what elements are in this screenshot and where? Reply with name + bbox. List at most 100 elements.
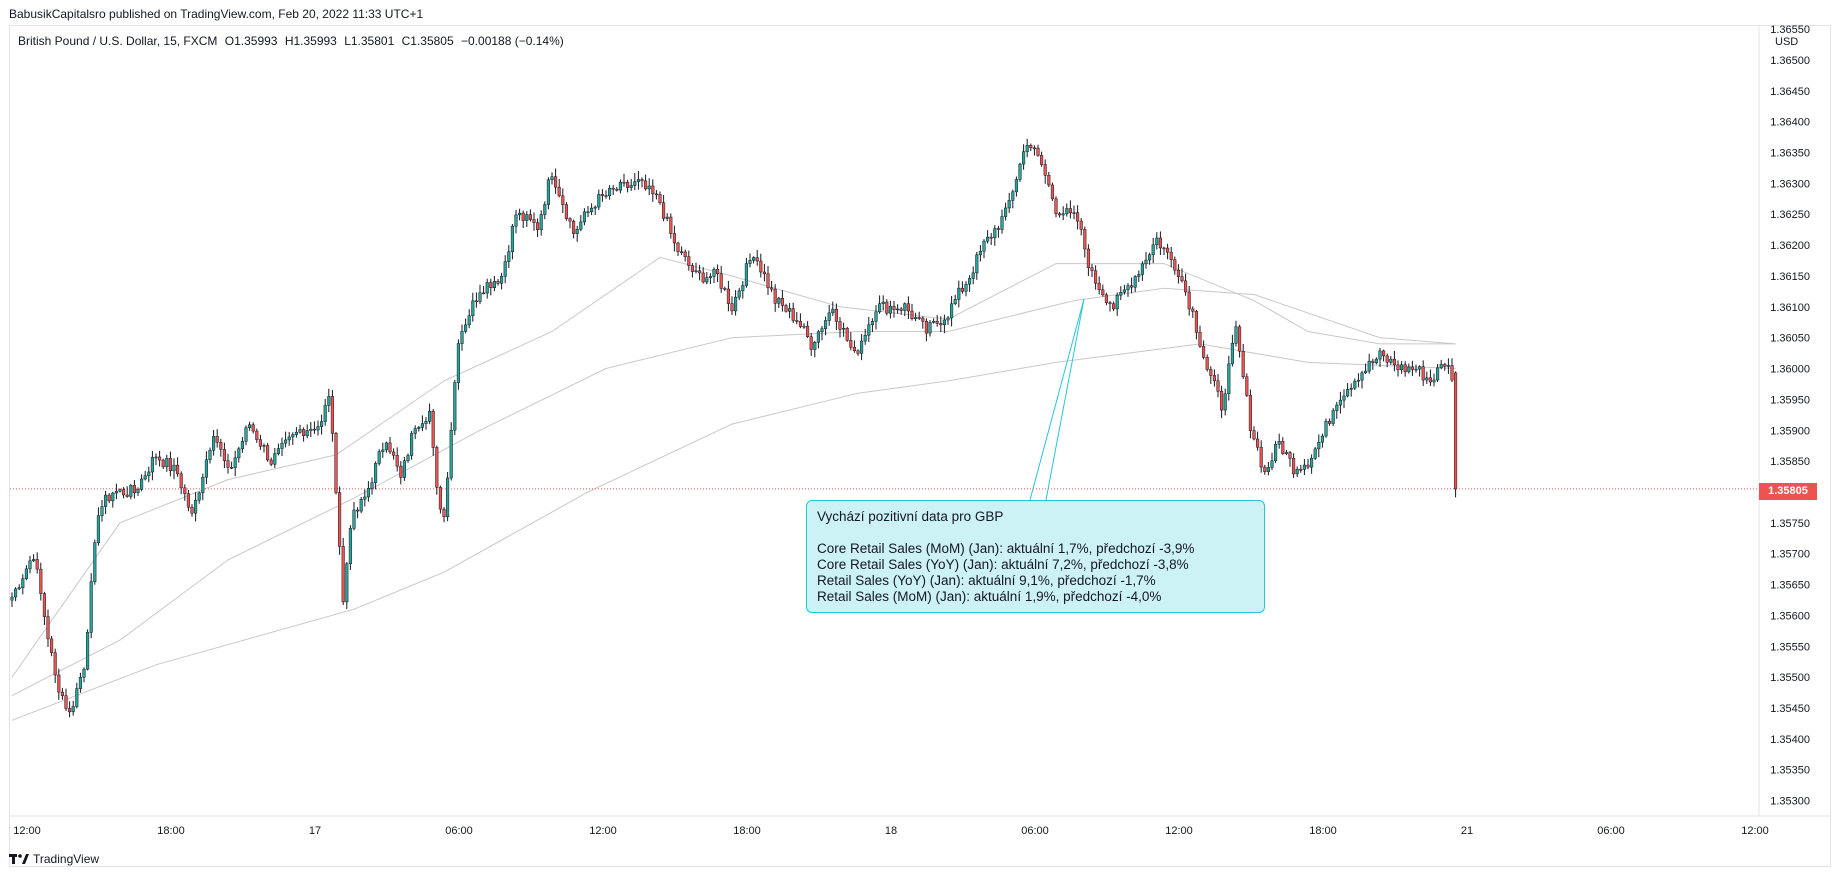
- candle-body: [503, 261, 507, 277]
- candle: [1144, 251, 1148, 269]
- candle-body: [597, 194, 601, 208]
- candle-body: [1079, 220, 1083, 230]
- candle: [492, 275, 496, 292]
- annotation-pointer: [1045, 298, 1085, 501]
- candle-body: [129, 485, 133, 497]
- candle: [442, 507, 446, 523]
- candle-body: [777, 297, 781, 304]
- candle: [510, 223, 514, 260]
- candle-body: [1101, 289, 1105, 296]
- candle-body: [1050, 184, 1054, 200]
- candle-body: [914, 317, 918, 319]
- tradingview-logo-icon[interactable]: [9, 853, 29, 865]
- candle: [896, 304, 900, 314]
- candle: [978, 245, 982, 262]
- candle-body: [874, 311, 878, 322]
- symbol-name[interactable]: British Pound / U.S. Dollar, 15, FXCM: [18, 34, 218, 48]
- candle: [618, 179, 622, 194]
- candle: [1454, 371, 1458, 498]
- candle: [89, 573, 93, 639]
- candle-body: [269, 459, 273, 465]
- candle: [1054, 196, 1058, 218]
- candle-body: [939, 323, 943, 326]
- candle-body: [399, 465, 403, 478]
- candle-body: [989, 236, 993, 239]
- candle-body: [719, 273, 723, 289]
- candle-body: [636, 179, 640, 182]
- candle-body: [622, 181, 626, 184]
- candle-body: [629, 185, 633, 188]
- candle-body: [852, 346, 856, 352]
- candle-body: [478, 292, 482, 302]
- candle: [1288, 450, 1292, 467]
- candle: [1072, 205, 1076, 220]
- candle-body: [1382, 350, 1386, 357]
- candle: [341, 537, 345, 606]
- candle: [1014, 176, 1018, 197]
- candle-body: [788, 308, 792, 312]
- candle: [1392, 350, 1396, 372]
- candle: [377, 449, 381, 466]
- annotation-callout[interactable]: Vychází pozitivní data pro GBP Core Reta…: [806, 500, 1265, 613]
- candle: [690, 263, 694, 278]
- candle-body: [536, 222, 540, 230]
- candle-body: [298, 429, 302, 433]
- candle-body: [960, 287, 964, 292]
- candle: [852, 340, 856, 353]
- price-tick-label: 1.35850: [1770, 456, 1810, 468]
- candle-body: [1349, 387, 1353, 390]
- candle: [251, 422, 255, 434]
- candle-body: [392, 451, 396, 456]
- candle-body: [388, 442, 392, 453]
- candle-body: [10, 596, 14, 601]
- candle: [75, 682, 79, 709]
- candle-body: [744, 263, 748, 286]
- candle: [64, 688, 68, 711]
- candle: [1108, 301, 1112, 312]
- candle: [672, 225, 676, 252]
- price-tick-label: 1.35500: [1770, 672, 1810, 684]
- candle: [420, 415, 424, 432]
- candle: [1234, 320, 1238, 347]
- candle: [1396, 360, 1400, 377]
- candle: [622, 173, 626, 187]
- candle: [726, 280, 730, 312]
- candle-body: [305, 430, 309, 436]
- candle-body: [849, 340, 853, 348]
- candle-body: [438, 487, 442, 510]
- candle-body: [708, 276, 712, 278]
- candle-body: [575, 229, 579, 234]
- candle-body: [1187, 291, 1191, 310]
- candle: [402, 456, 406, 481]
- candle: [496, 278, 500, 286]
- candle-body: [158, 456, 162, 461]
- candle: [381, 442, 385, 458]
- candle-body: [165, 458, 169, 468]
- candle-body: [312, 428, 316, 431]
- candle: [50, 635, 54, 657]
- candle: [1324, 418, 1328, 438]
- candle: [39, 562, 43, 601]
- annotation-line: Core Retail Sales (YoY) (Jan): aktuální …: [817, 557, 1189, 572]
- candle: [1338, 391, 1342, 414]
- candle-body: [359, 499, 363, 512]
- candle-body: [975, 254, 979, 274]
- candle-body: [860, 340, 864, 354]
- candle: [1158, 231, 1162, 256]
- candle: [237, 446, 241, 463]
- candle: [831, 301, 835, 316]
- candle-body: [773, 288, 777, 304]
- footer-brand[interactable]: TradingView: [33, 852, 100, 866]
- candle-body: [665, 216, 669, 219]
- candle-body: [93, 542, 97, 582]
- candle: [338, 486, 342, 555]
- candle: [514, 209, 518, 234]
- candle: [539, 210, 543, 236]
- candle: [1220, 385, 1224, 419]
- candle: [32, 554, 36, 563]
- candle-body: [780, 297, 784, 306]
- candle: [201, 473, 205, 501]
- candle: [1238, 324, 1242, 358]
- candle-body: [694, 270, 698, 273]
